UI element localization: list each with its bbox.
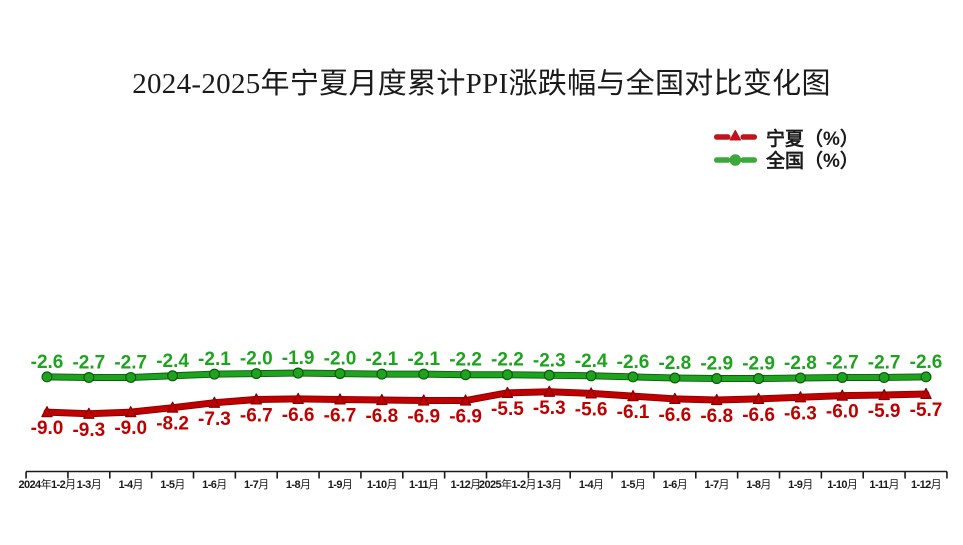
svg-text:-6.6: -6.6: [282, 405, 315, 426]
svg-text:-6.1: -6.1: [617, 402, 650, 423]
svg-text:-2.9: -2.9: [700, 354, 733, 375]
svg-text:1-4月: 1-4月: [579, 479, 604, 491]
svg-text:1-12月: 1-12月: [451, 479, 481, 491]
svg-text:-6.6: -6.6: [658, 405, 691, 426]
svg-text:1-3月: 1-3月: [77, 479, 102, 491]
svg-text:-2.1: -2.1: [365, 349, 398, 370]
svg-text:-2.7: -2.7: [826, 352, 859, 373]
svg-text:-7.3: -7.3: [198, 409, 231, 430]
svg-text:-5.6: -5.6: [575, 399, 608, 420]
svg-text:-2.7: -2.7: [114, 352, 147, 373]
svg-text:1-6月: 1-6月: [663, 479, 688, 491]
svg-text:-6.9: -6.9: [449, 407, 482, 428]
svg-text:1-11月: 1-11月: [869, 479, 898, 491]
svg-text:-1.9: -1.9: [282, 348, 315, 369]
svg-text:1-7月: 1-7月: [244, 479, 269, 491]
svg-text:1-3月: 1-3月: [537, 479, 562, 491]
svg-text:-5.5: -5.5: [491, 399, 524, 420]
svg-text:-2.4: -2.4: [156, 351, 189, 372]
svg-text:-2.0: -2.0: [240, 349, 273, 370]
svg-text:-6.3: -6.3: [784, 403, 817, 424]
svg-text:1-10月: 1-10月: [367, 479, 397, 491]
svg-text:-2.0: -2.0: [324, 349, 357, 370]
svg-text:1-6月: 1-6月: [202, 479, 227, 491]
svg-text:1-5月: 1-5月: [621, 479, 646, 491]
svg-text:1-8月: 1-8月: [746, 479, 771, 491]
svg-text:1-8月: 1-8月: [286, 479, 311, 491]
svg-text:-6.8: -6.8: [700, 406, 733, 427]
svg-text:2024年1-2月: 2024年1-2月: [19, 477, 76, 491]
svg-text:-9.0: -9.0: [114, 418, 147, 439]
svg-text:-2.6: -2.6: [910, 352, 943, 373]
svg-text:-5.9: -5.9: [868, 401, 901, 422]
svg-text:-2.9: -2.9: [742, 354, 775, 375]
svg-text:-6.0: -6.0: [826, 402, 859, 423]
svg-text:-5.3: -5.3: [533, 398, 566, 419]
svg-text:1-12月: 1-12月: [911, 479, 941, 491]
svg-text:1-7月: 1-7月: [704, 479, 729, 491]
svg-text:-2.4: -2.4: [575, 351, 608, 372]
svg-text:-6.7: -6.7: [324, 405, 357, 426]
svg-text:-2.3: -2.3: [533, 350, 566, 371]
svg-text:-9.0: -9.0: [31, 418, 64, 439]
svg-text:-8.2: -8.2: [156, 414, 189, 435]
svg-text:-5.7: -5.7: [910, 400, 943, 421]
svg-text:-2.2: -2.2: [491, 350, 524, 371]
svg-text:1-4月: 1-4月: [118, 479, 143, 491]
svg-text:-9.3: -9.3: [72, 420, 105, 441]
svg-text:1-9月: 1-9月: [328, 479, 353, 491]
svg-text:-6.8: -6.8: [365, 406, 398, 427]
svg-text:-2.6: -2.6: [617, 352, 650, 373]
svg-text:-2.8: -2.8: [784, 353, 817, 374]
svg-text:-2.1: -2.1: [407, 349, 440, 370]
svg-text:-6.9: -6.9: [407, 407, 440, 428]
svg-text:-2.7: -2.7: [72, 352, 105, 373]
svg-text:-6.7: -6.7: [240, 405, 273, 426]
svg-text:-2.6: -2.6: [31, 352, 64, 373]
svg-text:1-5月: 1-5月: [160, 479, 185, 491]
svg-text:-2.2: -2.2: [449, 350, 482, 371]
svg-text:-2.8: -2.8: [658, 353, 691, 374]
svg-text:-2.7: -2.7: [868, 352, 901, 373]
svg-text:2025年1-2月: 2025年1-2月: [479, 477, 536, 491]
svg-text:-6.6: -6.6: [742, 405, 775, 426]
svg-text:-2.1: -2.1: [198, 349, 231, 370]
svg-text:1-9月: 1-9月: [788, 479, 813, 491]
svg-text:1-10月: 1-10月: [827, 479, 857, 491]
svg-text:1-11月: 1-11月: [409, 479, 438, 491]
